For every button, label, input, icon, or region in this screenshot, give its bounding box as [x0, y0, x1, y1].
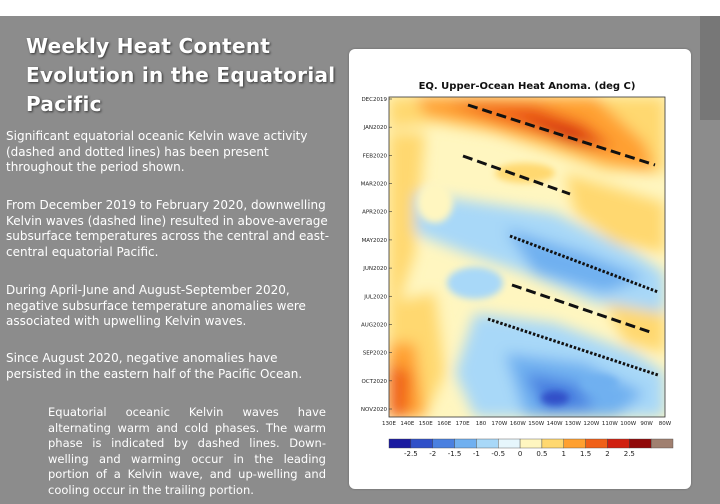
y-tick-label: APR2020: [362, 210, 387, 216]
x-tick-label: 140E: [400, 421, 414, 427]
kelvin-wave-lines: [462, 103, 659, 377]
plot-border: [388, 96, 666, 418]
y-tick-label: AUG2020: [361, 322, 388, 328]
y-tick-label: SEP2020: [363, 351, 388, 357]
colorbar-swatch: [454, 438, 477, 449]
colorbar-swatch: [541, 438, 564, 449]
paragraph-upwelling: During April-June and August-September 2…: [6, 283, 306, 328]
colorbar-label: 2.5: [624, 450, 635, 458]
colorbar-swatch: [650, 438, 674, 449]
dashed-line-2: [462, 154, 571, 196]
colorbar-swatch: [629, 438, 652, 449]
dotted-line-1: [509, 234, 659, 294]
colorbar-swatch: [410, 438, 433, 449]
y-tick-label: MAR2020: [361, 182, 388, 188]
colorbar-swatch: [432, 438, 455, 449]
colorbar-swatch: [476, 438, 499, 449]
x-tick-label: 140W: [547, 421, 563, 427]
heat-anomaly-figure: EQ. Upper-Ocean Heat Anoma. (deg C): [355, 53, 685, 485]
anomaly-field: [389, 97, 665, 417]
x-tick-label: 160E: [437, 421, 451, 427]
y-tick-label: MAY2020: [362, 238, 388, 244]
colorbar-swatch: [388, 438, 412, 449]
colorbar: -2.5 -2 -1.5 -1 -0.5 0 0.5 1 1.5 2 2.5: [388, 438, 674, 458]
x-tick-label: 130E: [382, 421, 396, 427]
slide-title: Weekly Heat Content Evolution in the Equ…: [26, 34, 336, 116]
x-tick-label: 150E: [419, 421, 433, 427]
kelvin-wave-note: Equatorial oceanic Kelvin waves have alt…: [48, 405, 326, 497]
figure-frame: EQ. Upper-Ocean Heat Anoma. (deg C): [349, 49, 691, 489]
colorbar-swatch: [585, 438, 608, 449]
x-tick-label: 90W: [640, 421, 653, 427]
y-tick-label: OCT2020: [361, 379, 387, 385]
colorbar-label: 2: [605, 450, 609, 458]
colorbar-label: -2: [429, 450, 436, 458]
x-tick-label: 100W: [620, 421, 636, 427]
x-tick-label: 80W: [659, 421, 672, 427]
hovmoller-plot: EQ. Upper-Ocean Heat Anoma. (deg C): [361, 81, 674, 458]
x-tick-label: 110W: [602, 421, 618, 427]
paragraph-negative-anomalies: Since August 2020, negative anomalies ha…: [6, 351, 303, 381]
colorbar-label: -1.5: [448, 450, 462, 458]
colorbar-swatch: [607, 438, 630, 449]
x-tick-label: 130W: [565, 421, 581, 427]
colorbar-swatch: [519, 438, 543, 449]
dashed-line-3: [511, 283, 654, 335]
y-axis-labels: DEC2019 JAN2020 FEB2020 MAR2020 APR2020 MAY20…: [361, 97, 392, 413]
colorbar-label: 0.5: [536, 450, 547, 458]
x-tick-label: 180: [476, 421, 487, 427]
x-tick-label: 170W: [491, 421, 507, 427]
colorbar-label: 1.5: [580, 450, 591, 458]
x-tick-label: 150W: [528, 421, 544, 427]
x-tick-label: 120W: [583, 421, 599, 427]
colorbar-label: -1: [473, 450, 480, 458]
y-tick-label: JUL2020: [363, 294, 387, 300]
right-strip: [700, 16, 720, 120]
colorbar-label: 0: [518, 450, 522, 458]
x-tick-label: 160W: [510, 421, 526, 427]
x-tick-label: 170E: [456, 421, 470, 427]
y-tick-label: JAN2020: [363, 125, 388, 131]
colorbar-label: 1: [562, 450, 566, 458]
colorbar-swatch: [563, 438, 586, 449]
y-tick-label: FEB2020: [363, 153, 388, 159]
figure-title: EQ. Upper-Ocean Heat Anoma. (deg C): [419, 81, 636, 92]
y-tick-label: NOV2020: [361, 407, 388, 413]
colorbar-swatch: [498, 438, 521, 449]
y-tick-label: JUN2020: [362, 266, 387, 272]
colorbar-label: -0.5: [491, 450, 505, 458]
colorbar-label: -2.5: [404, 450, 418, 458]
paragraph-downwelling: From December 2019 to February 2020, dow…: [6, 198, 330, 259]
x-axis-labels: 130E 140E 150E 160E 170E 180 170W 160W 150W 140W 1…: [382, 421, 672, 427]
y-tick-label: DEC2019: [361, 97, 387, 103]
top-strip: [0, 0, 720, 16]
paragraph-kelvin-activity: Significant equatorial oceanic Kelvin wa…: [6, 129, 308, 174]
dashed-line-1: [467, 103, 656, 167]
